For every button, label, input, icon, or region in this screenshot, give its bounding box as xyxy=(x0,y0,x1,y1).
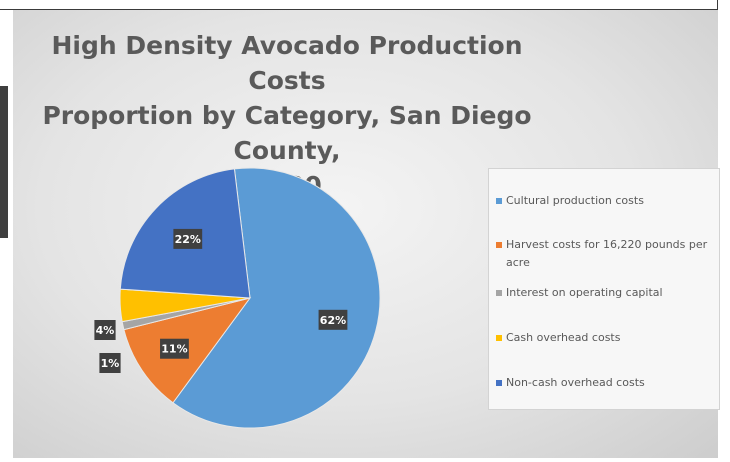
legend-item-interest: Interest on operating capital xyxy=(496,284,718,302)
chart-title-line-2: Proportion by Category, San Diego County… xyxy=(42,101,532,165)
legend-item-non-cash-overhead: Non-cash overhead costs xyxy=(496,374,718,392)
data-label-text-cash-overhead: 4% xyxy=(96,324,115,337)
top-rule-line xyxy=(0,9,718,10)
legend-label-non-cash-overhead: Non-cash overhead costs xyxy=(506,376,645,389)
left-edge-strip xyxy=(0,86,8,238)
data-label-box-harvest xyxy=(160,338,189,359)
data-label-text-harvest: 11% xyxy=(161,343,187,356)
data-label-text-cultural: 62% xyxy=(320,314,346,327)
legend-item-cultural: Cultural production costs xyxy=(496,192,718,210)
legend-swatch-interest xyxy=(496,290,502,296)
chart-title-line-1: High Density Avocado Production Costs xyxy=(51,31,523,95)
legend-label-harvest: Harvest costs for 16,220 pounds per acre xyxy=(506,238,708,269)
data-label-cultural: 62% xyxy=(318,309,348,330)
legend-swatch-cash-overhead xyxy=(496,335,502,341)
pie-slice-cultural xyxy=(172,167,381,429)
legend-label-interest: Interest on operating capital xyxy=(506,286,663,299)
legend-label-cultural: Cultural production costs xyxy=(506,194,644,207)
data-label-box-interest xyxy=(99,353,121,373)
legend-swatch-cultural xyxy=(496,198,502,204)
legend-item-cash-overhead: Cash overhead costs xyxy=(496,329,718,347)
data-label-non-cash-overhead: 22% xyxy=(173,228,203,249)
data-label-interest: 1% xyxy=(99,353,121,373)
data-label-box-cultural xyxy=(318,309,348,330)
data-label-text-non-cash-overhead: 22% xyxy=(175,233,201,246)
data-label-box-cash-overhead xyxy=(94,320,116,340)
legend-item-harvest: Harvest costs for 16,220 pounds per acre xyxy=(496,236,718,272)
legend-label-cash-overhead: Cash overhead costs xyxy=(506,331,621,344)
data-label-text-interest: 1% xyxy=(101,357,120,370)
chart-title: High Density Avocado Production Costs Pr… xyxy=(13,28,561,203)
data-label-cash-overhead: 4% xyxy=(94,320,116,340)
right-rule-tick xyxy=(717,0,718,14)
data-label-box-non-cash-overhead xyxy=(173,228,203,249)
legend-swatch-non-cash-overhead xyxy=(496,380,502,386)
chart-legend: Cultural production costs Harvest costs … xyxy=(488,168,720,410)
data-label-harvest: 11% xyxy=(160,338,189,359)
legend-swatch-harvest xyxy=(496,242,502,248)
